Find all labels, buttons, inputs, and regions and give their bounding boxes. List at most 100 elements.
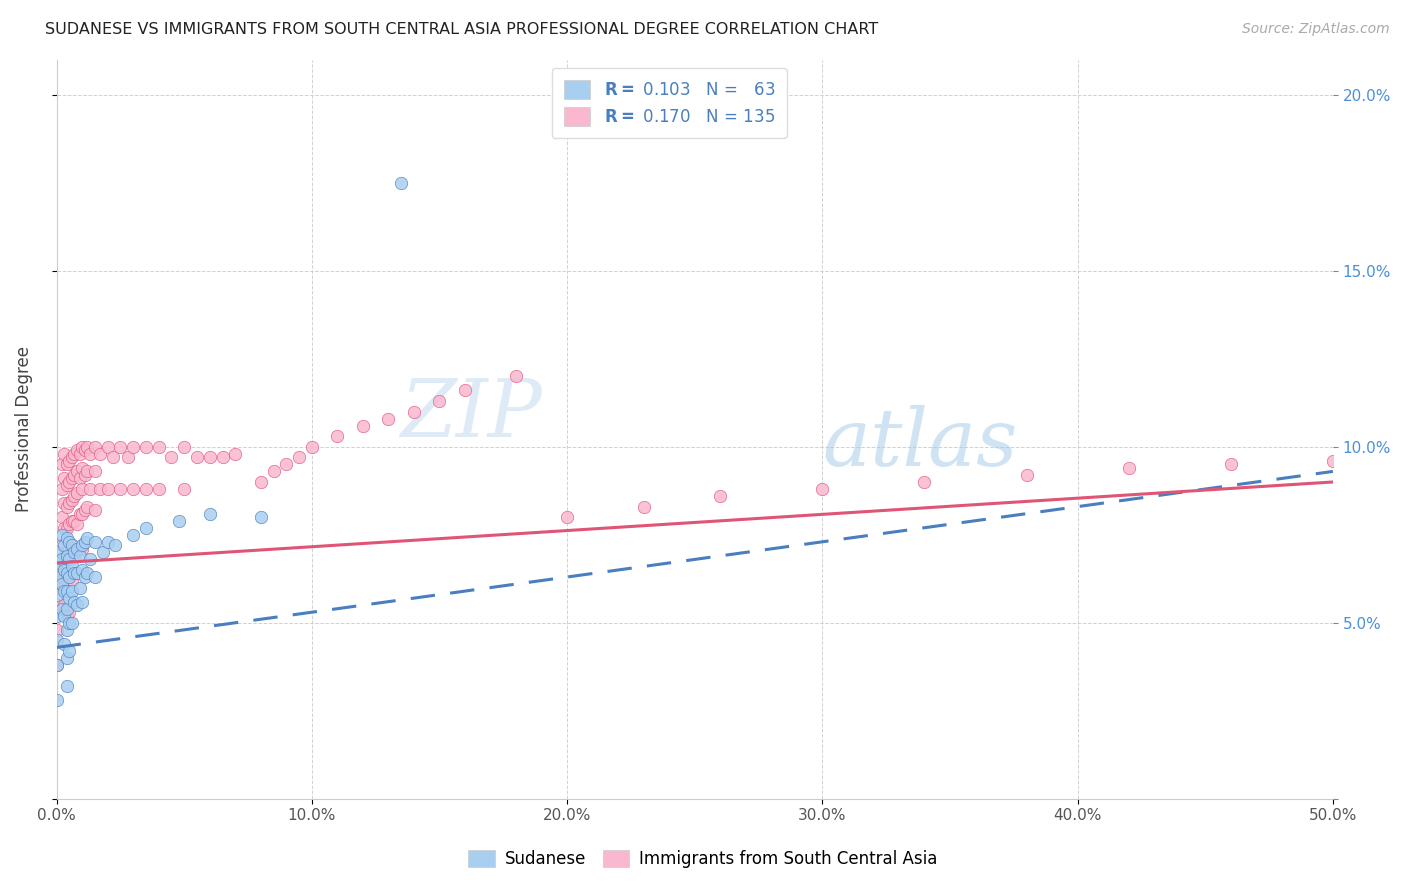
Point xyxy=(263,464,285,478)
Point xyxy=(66,566,89,581)
Point xyxy=(198,450,221,465)
Point xyxy=(51,482,73,496)
Point xyxy=(56,458,79,472)
Point xyxy=(429,394,451,409)
Point xyxy=(211,450,233,465)
Point xyxy=(60,538,83,552)
Point xyxy=(56,623,79,637)
Point xyxy=(101,450,124,465)
Point xyxy=(76,440,98,454)
Point xyxy=(45,563,67,577)
Point xyxy=(56,601,79,615)
Point xyxy=(45,658,67,673)
Legend: Sudanese, Immigrants from South Central Asia: Sudanese, Immigrants from South Central … xyxy=(461,843,945,875)
Point xyxy=(89,482,111,496)
Point xyxy=(326,429,349,443)
Point xyxy=(160,450,183,465)
Point xyxy=(51,538,73,552)
Point xyxy=(56,566,79,581)
Point xyxy=(45,623,67,637)
Point xyxy=(89,447,111,461)
Point xyxy=(51,510,73,524)
Point xyxy=(53,584,76,599)
Point xyxy=(51,528,73,542)
Point xyxy=(135,482,157,496)
Point xyxy=(56,608,79,623)
Point xyxy=(73,467,96,482)
Point xyxy=(53,496,76,510)
Point xyxy=(60,559,83,574)
Point xyxy=(97,482,120,496)
Point xyxy=(73,503,96,517)
Point xyxy=(58,541,80,556)
Point xyxy=(633,500,655,514)
Point xyxy=(66,598,89,612)
Point xyxy=(73,443,96,458)
Point xyxy=(110,482,132,496)
Point xyxy=(198,507,221,521)
Point xyxy=(70,507,93,521)
Point xyxy=(250,475,273,489)
Point xyxy=(914,475,936,489)
Text: ZIP: ZIP xyxy=(399,376,541,453)
Point xyxy=(60,514,83,528)
Point xyxy=(811,482,834,496)
Point xyxy=(58,475,80,489)
Point xyxy=(70,440,93,454)
Point xyxy=(70,594,93,608)
Point xyxy=(224,447,246,461)
Point xyxy=(45,693,67,707)
Point xyxy=(53,552,76,566)
Point xyxy=(63,467,86,482)
Point xyxy=(45,570,67,584)
Point xyxy=(60,615,83,630)
Point xyxy=(66,541,89,556)
Text: Source: ZipAtlas.com: Source: ZipAtlas.com xyxy=(1241,22,1389,37)
Point xyxy=(53,471,76,485)
Point xyxy=(122,440,145,454)
Point xyxy=(1015,467,1038,482)
Point xyxy=(135,521,157,535)
Point xyxy=(69,581,91,595)
Point xyxy=(167,514,190,528)
Point xyxy=(97,534,120,549)
Text: SUDANESE VS IMMIGRANTS FROM SOUTH CENTRAL ASIA PROFESSIONAL DEGREE CORRELATION C: SUDANESE VS IMMIGRANTS FROM SOUTH CENTRA… xyxy=(45,22,879,37)
Point xyxy=(56,549,79,563)
Point xyxy=(66,485,89,500)
Point xyxy=(63,489,86,503)
Point xyxy=(58,570,80,584)
Point xyxy=(63,447,86,461)
Point xyxy=(53,538,76,552)
Point xyxy=(51,601,73,615)
Point xyxy=(69,447,91,461)
Point xyxy=(70,541,93,556)
Point xyxy=(402,404,425,418)
Point xyxy=(173,482,195,496)
Point xyxy=(63,594,86,608)
Point xyxy=(63,545,86,559)
Point xyxy=(709,489,731,503)
Point xyxy=(51,577,73,591)
Point xyxy=(79,552,101,566)
Point xyxy=(66,464,89,478)
Point xyxy=(56,584,79,599)
Point xyxy=(58,615,80,630)
Point xyxy=(148,440,170,454)
Point xyxy=(389,176,412,190)
Point xyxy=(58,605,80,619)
Point xyxy=(69,549,91,563)
Point xyxy=(91,545,114,559)
Point xyxy=(73,534,96,549)
Point xyxy=(60,471,83,485)
Point xyxy=(66,443,89,458)
Point xyxy=(60,584,83,599)
Point xyxy=(79,447,101,461)
Point xyxy=(76,531,98,545)
Point xyxy=(79,482,101,496)
Point xyxy=(53,598,76,612)
Point xyxy=(70,461,93,475)
Point xyxy=(56,574,79,588)
Point xyxy=(56,651,79,665)
Point xyxy=(45,556,67,570)
Point xyxy=(83,534,105,549)
